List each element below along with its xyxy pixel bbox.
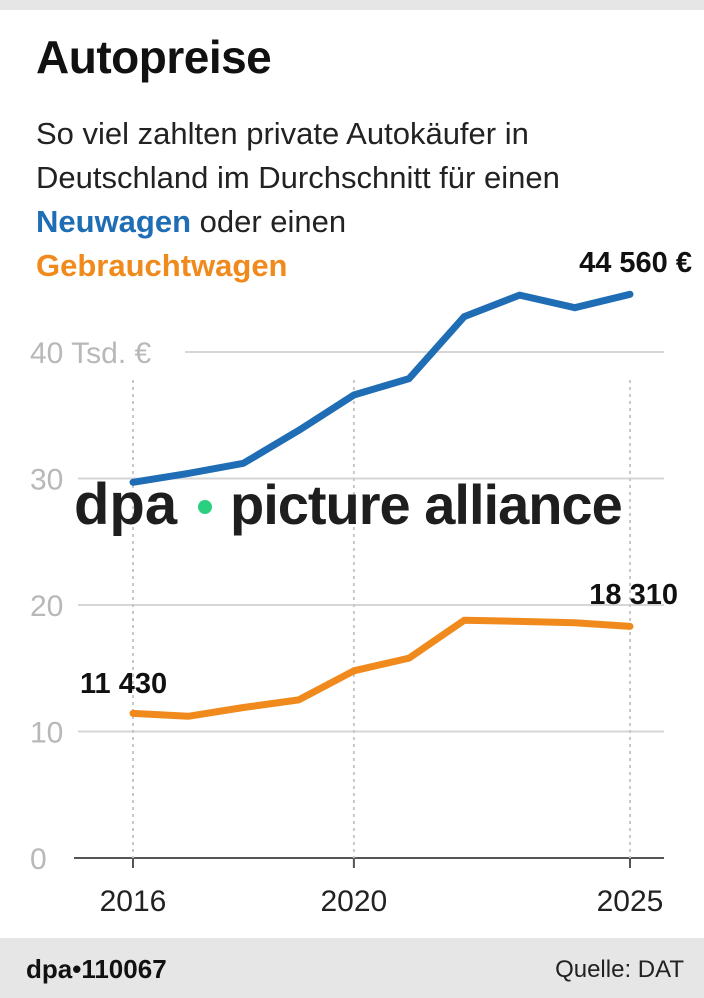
top-bar [0,0,704,10]
watermark-text: picture alliance [230,473,622,536]
label-new-end: 44 560 € [579,247,692,279]
y-tick-label: 20 [30,590,63,623]
subtitle-line-2: Deutschland im Durchschnitt für einen [36,160,560,195]
y-tick-label: 0 [30,843,47,876]
chart-title: Autopreise [36,31,272,83]
legend-used-label: Gebrauchtwagen [36,248,288,283]
x-tick-label: 2016 [100,885,167,918]
chart-subtitle: So viel zahlten private Autokäufer in De… [36,112,686,288]
y-tick-label: 10 [30,717,63,750]
subtitle-line-4: Gebrauchtwagen [36,244,686,288]
x-tick-label: 2025 [597,885,664,918]
subtitle-line-1: So viel zahlten private Autokäufer in [36,116,529,151]
subtitle-line-3: Neuwagen oder einen [36,200,686,244]
watermark-brand: dpa [74,472,178,537]
subtitle-connector: oder einen [191,204,347,239]
watermark: dpa picture alliance [74,472,623,537]
y-tick-label: 30 [30,464,63,497]
x-tick-label: 2020 [321,885,388,918]
y-tick-label: 40 Tsd. € [30,337,152,370]
footer-dpa-id: dpa•110067 [26,954,167,984]
series-line-gebrauchtwagen [129,616,634,720]
label-used-start: 11 430 [80,668,167,700]
footer: dpa•110067 Quelle: DAT [0,938,704,998]
series-line-neuwagen [129,290,634,486]
watermark-dot [198,500,212,514]
footer-source: Quelle: DAT [555,956,684,983]
label-used-end: 18 310 [589,579,678,611]
legend-new-label: Neuwagen [36,204,192,239]
